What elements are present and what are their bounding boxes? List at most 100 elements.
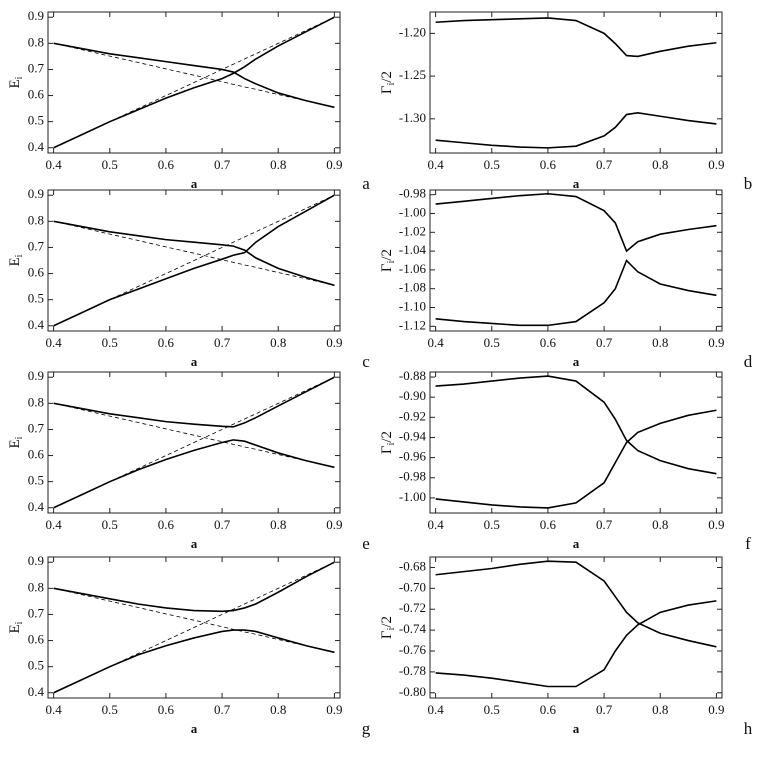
y-axis-label: Ei xyxy=(7,621,25,633)
y-axis-label-main: E xyxy=(7,439,23,448)
plot-frame xyxy=(47,371,341,514)
y-tick-label: 0.8 xyxy=(28,579,44,594)
y-tick-label: -1.20 xyxy=(399,24,426,39)
line-series xyxy=(435,112,717,149)
x-tick-label: 0.5 xyxy=(484,702,500,717)
y-tick-label: -0.98 xyxy=(399,186,426,201)
line-series xyxy=(53,376,335,509)
x-tick-label: 0.6 xyxy=(540,517,557,532)
y-tick-label: 0.9 xyxy=(28,553,44,568)
plot-frame xyxy=(47,189,341,332)
plot-frame xyxy=(429,371,723,514)
panel: 0.4 0.5 0.6 0.7 0.8 0.9 -0.80 -0.78 -0.76 -0.74 -0… xyxy=(379,556,753,738)
line-series xyxy=(53,16,335,149)
panel-label: f xyxy=(745,534,751,553)
x-tick-label: 0.9 xyxy=(326,157,342,172)
x-tick-label: 0.9 xyxy=(708,702,724,717)
y-axis-label-sub: i xyxy=(386,442,397,445)
y-tick-label: 0.5 xyxy=(28,473,44,488)
y-tick-label: -0.92 xyxy=(399,408,426,423)
x-tick-label: 0.8 xyxy=(270,517,286,532)
x-tick-label: 0.7 xyxy=(596,702,613,717)
x-tick-label: 0.9 xyxy=(326,517,342,532)
y-axis-label: Ei xyxy=(7,76,25,88)
y-tick-label: 0.8 xyxy=(28,212,44,227)
x-tick-label: 0.6 xyxy=(540,157,557,172)
y-tick-label: -0.90 xyxy=(399,388,426,403)
y-tick-label: 0.9 xyxy=(28,186,44,201)
y-axis-label-suffix: /2 xyxy=(379,249,395,261)
y-axis-label: Γi/2 xyxy=(379,431,397,454)
y-axis-label-sub: i xyxy=(14,254,25,257)
panel-label: b xyxy=(744,174,753,193)
y-axis-label-main: Γ xyxy=(379,630,395,639)
line-series xyxy=(53,376,335,428)
y-axis-label-sub: i xyxy=(386,82,397,85)
x-tick-label: 0.7 xyxy=(596,517,613,532)
x-tick-label: 0.7 xyxy=(214,517,231,532)
y-tick-label: -1.00 xyxy=(399,204,426,219)
panel: 0.4 0.5 0.6 0.7 0.8 0.9 0.4 0.5 0.6 0.7 0.8 0.9 a c Ei xyxy=(7,186,370,371)
y-axis-label-suffix: /2 xyxy=(379,616,395,628)
x-axis-label: a xyxy=(573,536,580,551)
x-tick-label: 0.6 xyxy=(158,702,175,717)
y-tick-label: 0.9 xyxy=(28,8,44,23)
x-tick-label: 0.5 xyxy=(102,157,118,172)
x-tick-label: 0.9 xyxy=(326,335,342,350)
y-axis-label: Γi/2 xyxy=(379,616,397,639)
x-tick-label: 0.8 xyxy=(652,157,668,172)
plot-frame xyxy=(429,556,723,699)
y-tick-label: -0.72 xyxy=(399,600,426,615)
panel: 0.4 0.5 0.6 0.7 0.8 0.9 -1.00 -0.98 -0.96 -0.94 -0… xyxy=(379,368,751,553)
x-tick-label: 0.7 xyxy=(596,335,613,350)
y-tick-label: -0.96 xyxy=(399,449,427,464)
y-tick-label: -0.74 xyxy=(399,621,427,636)
x-axis-label: a xyxy=(573,721,580,736)
y-axis-label-main: E xyxy=(7,257,23,266)
y-tick-label: 0.6 xyxy=(28,87,45,102)
y-axis-label-sub: i xyxy=(14,621,25,624)
y-tick-label: 0.4 xyxy=(28,684,45,699)
panel-label: h xyxy=(744,719,753,738)
x-tick-label: 0.8 xyxy=(270,702,286,717)
y-tick-label: -1.10 xyxy=(399,298,426,313)
plot-frame xyxy=(47,556,341,699)
x-tick-label: 0.8 xyxy=(270,335,286,350)
x-tick-label: 0.5 xyxy=(102,335,118,350)
panel: 0.4 0.5 0.6 0.7 0.8 0.9 0.4 0.5 0.6 0.7 0.8 0.9 a g Ei xyxy=(7,553,370,738)
line-series xyxy=(53,220,335,286)
line-series xyxy=(53,16,335,149)
line-series xyxy=(53,587,335,653)
x-axis-label: a xyxy=(573,354,580,369)
panel: 0.4 0.5 0.6 0.7 0.8 0.9 -1.12 -1.10 -1.08 -1.06 -1… xyxy=(379,186,752,371)
y-tick-label: 0.5 xyxy=(28,113,44,128)
x-tick-label: 0.9 xyxy=(708,517,724,532)
x-tick-label: 0.7 xyxy=(596,157,613,172)
y-tick-label: 0.8 xyxy=(28,34,44,49)
x-axis-label: a xyxy=(191,354,198,369)
x-tick-label: 0.4 xyxy=(427,157,444,172)
x-tick-label: 0.8 xyxy=(652,335,668,350)
y-axis-label-suffix: /2 xyxy=(379,431,395,443)
y-axis-label: Γi/2 xyxy=(379,71,397,94)
y-tick-label: -1.30 xyxy=(399,110,426,125)
line-series xyxy=(53,42,335,108)
y-tick-label: -0.80 xyxy=(399,684,426,699)
x-tick-label: 0.6 xyxy=(158,517,175,532)
y-tick-label: 0.6 xyxy=(28,632,45,647)
y-tick-label: 0.5 xyxy=(28,291,44,306)
y-axis-label: Γi/2 xyxy=(379,249,397,272)
panel-label: c xyxy=(362,352,370,371)
line-series xyxy=(435,560,717,648)
x-tick-label: 0.5 xyxy=(484,335,500,350)
x-tick-label: 0.4 xyxy=(45,335,62,350)
y-tick-label: -0.94 xyxy=(399,428,427,443)
y-tick-label: 0.7 xyxy=(28,238,45,253)
line-series xyxy=(435,409,717,509)
y-tick-label: -0.68 xyxy=(399,558,426,573)
panel-label: a xyxy=(362,174,370,193)
x-tick-label: 0.5 xyxy=(102,702,118,717)
y-tick-label: -0.78 xyxy=(399,663,426,678)
y-axis-label-main: Γ xyxy=(379,263,395,272)
x-tick-label: 0.4 xyxy=(427,335,444,350)
